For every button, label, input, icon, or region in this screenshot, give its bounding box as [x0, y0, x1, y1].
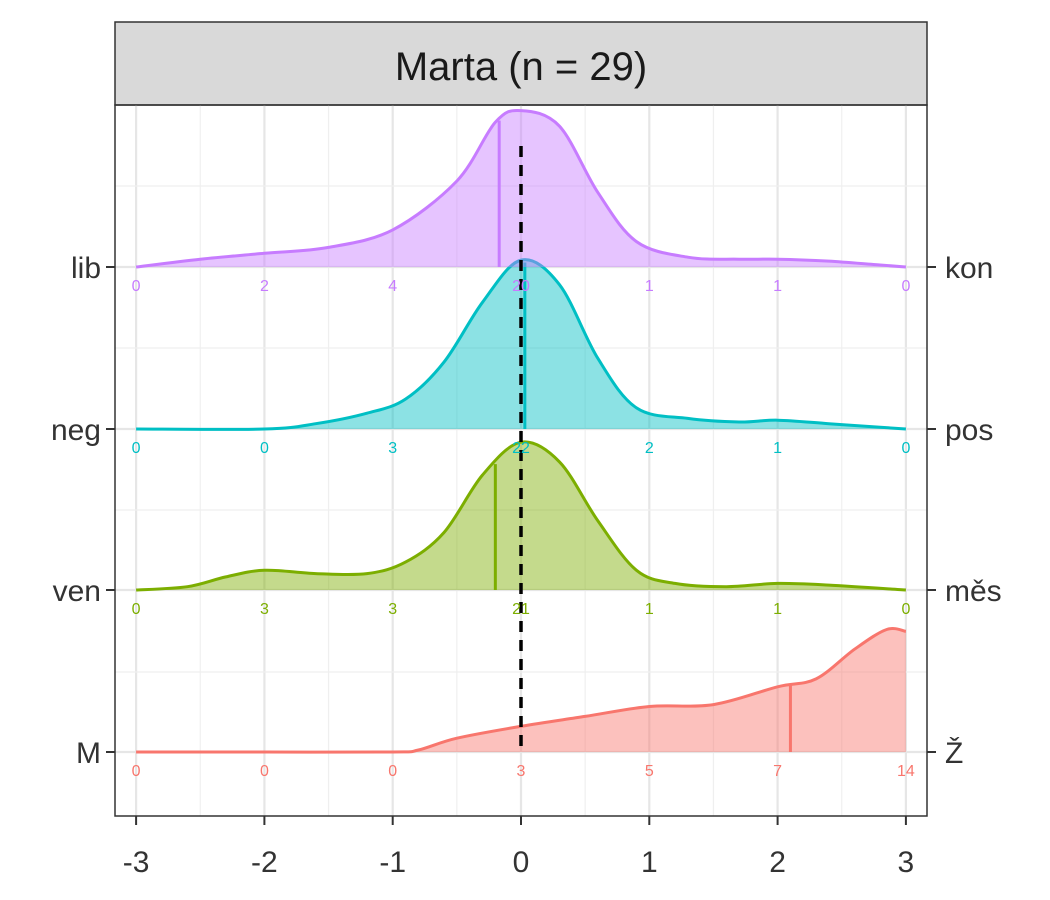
x-tick-label: 0 [513, 846, 530, 879]
y-label-right: kon [945, 252, 993, 285]
x-tick-label: 2 [769, 846, 786, 879]
series-M-Ž [136, 626, 907, 754]
count-label: 3 [260, 601, 269, 618]
x-tick-label: 1 [641, 846, 658, 879]
x-tick-label: -1 [379, 846, 406, 879]
y-label-left: lib [71, 252, 101, 285]
count-label: 3 [517, 763, 526, 780]
x-tick-label: 3 [898, 846, 915, 879]
y-label-left: neg [51, 414, 101, 447]
count-label: 2 [645, 440, 654, 457]
count-label: 4 [388, 278, 397, 295]
count-labels: 0 0 0 3 5 7 140 3 3 21 1 1 00 0 3 22 2 1 00 2 4 20 1 1 0 [132, 278, 915, 780]
count-label: 2 [260, 278, 269, 295]
y-label-right: měs [945, 575, 1002, 608]
count-label: 0 [901, 278, 910, 295]
count-label: 3 [388, 601, 397, 618]
density-line [136, 626, 907, 754]
count-label: 0 [901, 601, 910, 618]
count-label: 0 [132, 601, 141, 618]
y-label-left: M [76, 737, 101, 770]
count-label: 1 [773, 601, 782, 618]
count-label: 0 [132, 278, 141, 295]
density-line [135, 108, 907, 269]
count-label: 1 [645, 278, 654, 295]
count-label: 20 [512, 278, 530, 295]
y-label-right: pos [945, 414, 993, 447]
density-line [136, 440, 906, 592]
facet-strip [114, 21, 928, 106]
count-label: 1 [773, 278, 782, 295]
x-tick-label: -2 [251, 846, 278, 879]
count-label: 1 [773, 440, 782, 457]
count-label: 0 [901, 440, 910, 457]
density-line [136, 258, 907, 431]
count-label: 0 [132, 440, 141, 457]
count-label: 1 [645, 601, 654, 618]
count-label: 5 [645, 763, 654, 780]
count-label: 3 [388, 440, 397, 457]
count-label: 14 [897, 763, 915, 780]
count-label: 0 [260, 440, 269, 457]
count-label: 0 [388, 763, 397, 780]
count-label: 7 [773, 763, 782, 780]
y-label-right: Ž [945, 737, 963, 770]
count-label: 0 [132, 763, 141, 780]
y-label-left: ven [53, 575, 101, 608]
count-label: 0 [260, 763, 269, 780]
density-area [136, 628, 906, 753]
count-label: 22 [512, 440, 530, 457]
facet-title: Marta (n = 29) [395, 45, 647, 89]
x-tick-label: -3 [123, 846, 150, 879]
count-label: 21 [512, 601, 530, 618]
